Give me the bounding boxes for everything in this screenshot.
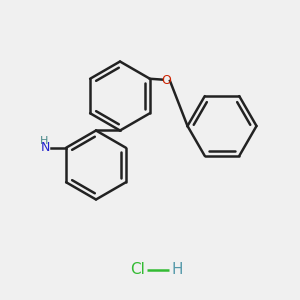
Text: O: O (161, 74, 171, 87)
Text: N: N (41, 141, 50, 154)
Text: H: H (171, 262, 183, 278)
Text: H: H (40, 136, 48, 146)
Text: Cl: Cl (130, 262, 146, 278)
